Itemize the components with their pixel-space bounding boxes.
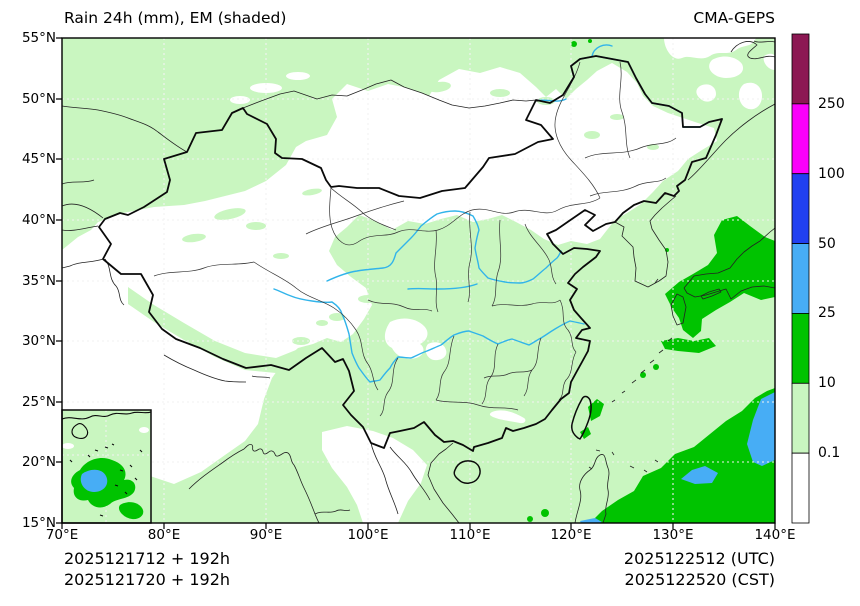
colorbar [791,33,810,524]
axis-ticks [56,37,776,529]
x-tick-label: 70°E [45,527,79,543]
colorbar-segment [791,173,810,244]
ryukyu-islands [611,337,673,403]
valid-time-utc: 2025122512 (UTC) [623,549,775,568]
luzon-coast [574,449,659,523]
kyushu-coast [670,293,687,326]
central-asia-borders [62,179,125,306]
honshu-coast [683,227,775,300]
tsushima-island [654,278,659,284]
colorbar-segment [791,103,810,175]
indochina-borders [370,442,431,515]
inset-blue-core [80,469,108,492]
colorbar-tick-label: 10 [818,375,836,391]
y-tick-label: 50°N [21,91,56,107]
russia-coast [687,103,775,181]
colorbar-tick-label: 0.1 [818,445,841,461]
colorbar-tick-label: 25 [818,305,836,321]
amur-mouth-coast [730,40,775,60]
rain-blue-regions [580,392,775,523]
colorbar-segment [791,243,810,314]
x-tick-label: 140°E [754,527,796,543]
x-tick-label: 90°E [249,527,283,543]
colorbar-segment [791,382,810,454]
y-tick-label: 30°N [21,333,56,349]
inset-map [61,409,152,524]
y-tick-label: 45°N [21,151,56,167]
page-title: Rain 24h (mm), EM (shaded) [64,9,287,27]
hainan-island [453,460,481,484]
y-tick-label: 25°N [21,394,56,410]
province-borders [153,61,677,417]
x-tick-label: 130°E [652,527,694,543]
shilka-river [591,44,613,57]
x-tick-label: 120°E [550,527,592,543]
init-time-utc: 2025121712 + 192h [64,549,231,568]
colorbar-tick-label: 50 [818,236,836,252]
national-border [98,55,723,484]
x-tick-label: 80°E [147,527,181,543]
colorbar-segment [791,452,810,524]
x-tick-label: 110°E [449,527,491,543]
wei-river [407,283,478,290]
bengal-coast [188,443,351,523]
dry-regions [62,38,775,523]
colorbar-tick-label: 250 [818,96,845,112]
yellow-river [326,210,562,284]
valid-time-block: 2025122512 (UTC) 2025122520 (CST) [624,548,775,590]
y-tick-label: 35°N [21,273,56,289]
y-tick-label: 15°N [21,515,56,531]
init-time-cst: 2025121720 + 192h [64,570,231,589]
y-tick-label: 55°N [21,30,56,46]
nepal-border [163,354,271,383]
korea-coast [614,195,677,288]
valid-time-cst: 2025122520 (CST) [624,570,775,589]
y-tick-label: 20°N [21,454,56,470]
x-tick-label: 100°E [347,527,389,543]
y-tick-label: 40°N [21,212,56,228]
mongolia-russia-border [242,79,537,109]
foreign-borders [62,40,775,523]
taiwan-island [571,395,592,440]
colorbar-segment [791,33,810,105]
gridlines [62,38,775,523]
vietnam-coast [427,442,460,523]
kazakh-border [62,105,188,153]
inset-coastlines [62,411,151,517]
colorbar-segment [791,313,810,384]
inset-green-blob-2 [118,502,144,520]
init-time-block: 2025121712 + 192h 2025121720 + 192h [64,548,230,590]
shikoku-coast [700,288,722,300]
colorbar-tick-label: 100 [818,166,845,182]
rain-green-regions [527,39,775,523]
model-label: CMA-GEPS [693,9,775,27]
china-border [98,55,723,452]
